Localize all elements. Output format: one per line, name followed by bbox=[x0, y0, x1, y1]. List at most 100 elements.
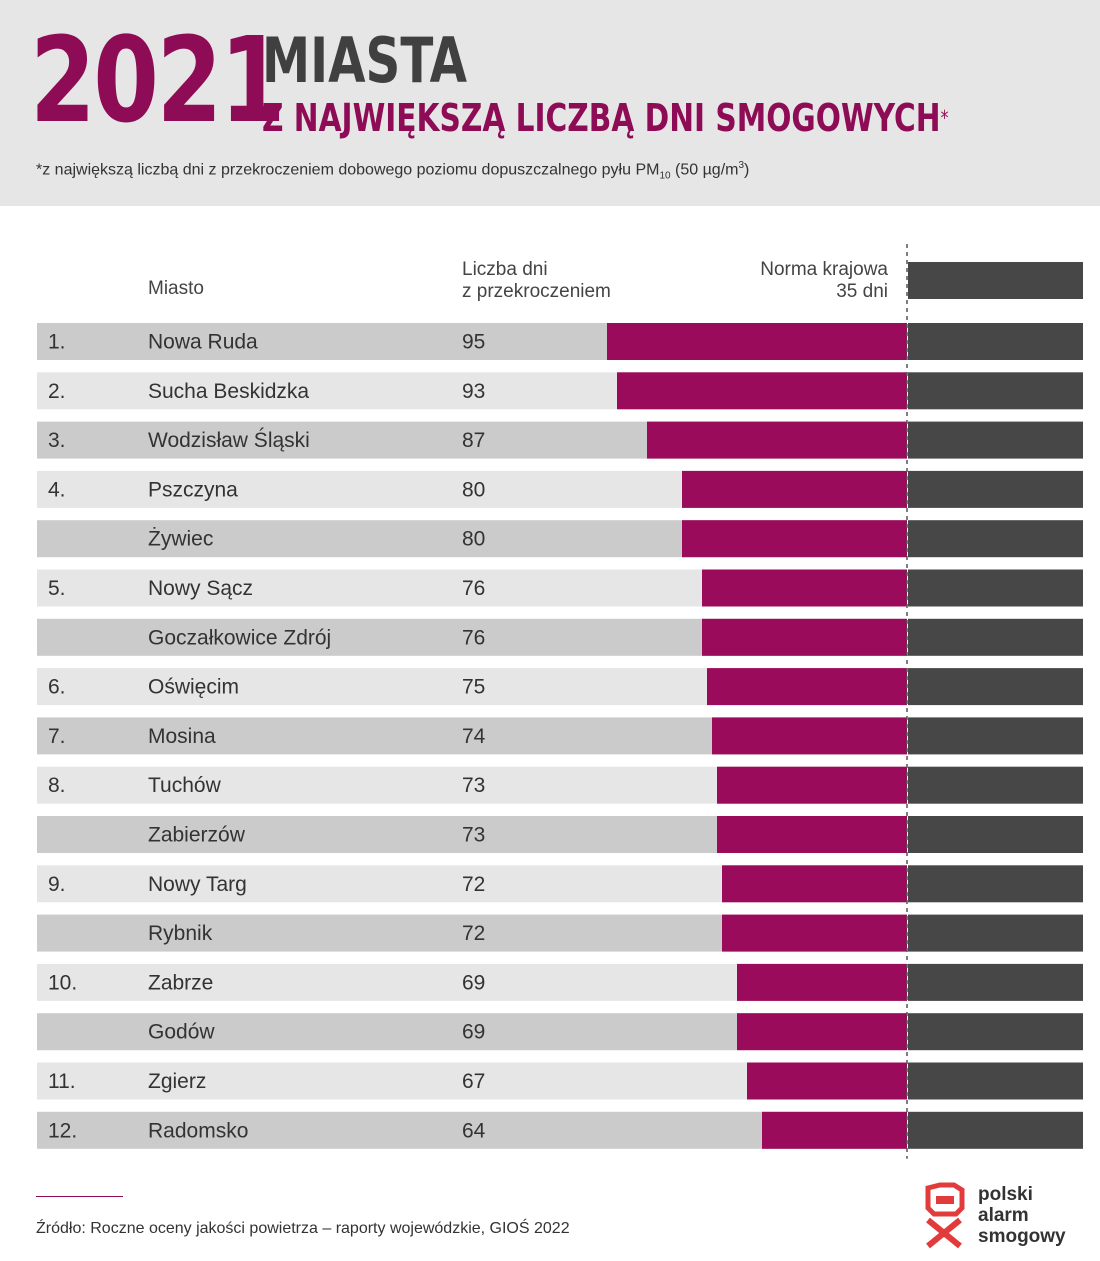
excess-bar bbox=[717, 816, 907, 853]
logo-line-2: alarm bbox=[978, 1205, 1029, 1226]
title-asterisk: * bbox=[940, 106, 949, 130]
column-header-days-line2: z przekroczeniem bbox=[462, 281, 611, 302]
value-label: 64 bbox=[462, 1119, 486, 1142]
value-label: 93 bbox=[462, 380, 485, 403]
value-label: 69 bbox=[462, 971, 485, 994]
value-label: 74 bbox=[462, 725, 486, 748]
logo-line-1: polski bbox=[978, 1184, 1033, 1205]
city-label: Pszczyna bbox=[148, 478, 238, 501]
rank-label: 10. bbox=[48, 971, 77, 994]
city-label: Nowa Ruda bbox=[148, 331, 258, 354]
norm-bar bbox=[908, 963, 1083, 1001]
title-line-1: MIASTA bbox=[262, 24, 468, 97]
logo-line-3: smogowy bbox=[978, 1226, 1066, 1247]
city-label: Godów bbox=[148, 1021, 215, 1044]
excess-bar bbox=[717, 766, 907, 804]
rank-label: 11. bbox=[48, 1070, 76, 1093]
norm-bar bbox=[908, 1111, 1083, 1149]
rank-label: 8. bbox=[48, 774, 66, 797]
rank-label: 7. bbox=[48, 725, 66, 748]
norm-bar bbox=[908, 618, 1083, 656]
rank-label: 2. bbox=[48, 380, 66, 403]
value-label: 69 bbox=[462, 1021, 485, 1044]
norm-bar bbox=[908, 520, 1083, 558]
value-label: 73 bbox=[462, 774, 485, 797]
city-label: Żywiec bbox=[148, 528, 213, 551]
rank-label: 3. bbox=[48, 429, 66, 452]
value-label: 80 bbox=[462, 478, 485, 501]
value-label: 73 bbox=[462, 824, 485, 847]
footnote-unit: (50 µg/m bbox=[670, 161, 739, 179]
excess-bar bbox=[702, 569, 907, 607]
excess-bar bbox=[617, 372, 907, 410]
city-label: Radomsko bbox=[148, 1119, 248, 1142]
norm-header-bar bbox=[908, 262, 1083, 299]
city-label: Zabierzów bbox=[148, 824, 246, 847]
column-header-norm-line1: Norma krajowa bbox=[760, 259, 888, 280]
norm-bar bbox=[908, 816, 1083, 853]
footer-divider bbox=[36, 1196, 123, 1197]
rank-label: 5. bbox=[48, 577, 66, 600]
column-header-days: Liczba dni z przekroczeniem bbox=[462, 259, 611, 303]
norm-bar bbox=[908, 766, 1083, 804]
column-header-days-line1: Liczba dni bbox=[462, 259, 548, 280]
value-label: 72 bbox=[462, 873, 485, 896]
norm-bar bbox=[908, 717, 1083, 755]
excess-bar bbox=[737, 963, 907, 1001]
city-label: Wodzisław Śląski bbox=[148, 428, 310, 452]
value-label: 76 bbox=[462, 626, 485, 649]
header-band bbox=[0, 0, 1100, 206]
excess-bar bbox=[762, 1111, 907, 1149]
column-header-city: Miasto bbox=[148, 278, 204, 299]
footnote-close: ) bbox=[744, 161, 750, 179]
city-label: Zgierz bbox=[148, 1070, 206, 1093]
rank-label: 9. bbox=[48, 873, 66, 896]
excess-bar bbox=[707, 668, 907, 706]
city-label: Zabrze bbox=[148, 971, 213, 994]
norm-bar bbox=[908, 421, 1083, 459]
norm-bar bbox=[908, 865, 1083, 903]
city-label: Rybnik bbox=[148, 922, 213, 945]
city-label: Nowy Sącz bbox=[148, 577, 253, 600]
rank-label: 1. bbox=[48, 331, 66, 354]
year-heading: 2021 bbox=[30, 11, 286, 149]
value-label: 75 bbox=[462, 676, 485, 699]
value-label: 72 bbox=[462, 922, 485, 945]
value-label: 95 bbox=[462, 331, 485, 354]
city-label: Tuchów bbox=[148, 774, 222, 797]
city-label: Nowy Targ bbox=[148, 873, 247, 896]
source-note: Źródło: Roczne oceny jakości powietrza –… bbox=[36, 1220, 570, 1237]
value-label: 80 bbox=[462, 528, 485, 551]
excess-bar bbox=[722, 914, 907, 952]
logo-icon bbox=[925, 1182, 965, 1249]
norm-bar bbox=[908, 569, 1083, 607]
excess-bar bbox=[647, 421, 907, 459]
norm-bar bbox=[908, 470, 1083, 508]
excess-bar bbox=[682, 470, 907, 508]
rank-label: 6. bbox=[48, 676, 66, 699]
value-label: 76 bbox=[462, 577, 485, 600]
norm-bar bbox=[908, 668, 1083, 706]
footnote-subscript: 10 bbox=[659, 170, 671, 182]
norm-bar bbox=[908, 1062, 1083, 1100]
city-label: Sucha Beskidzka bbox=[148, 380, 309, 403]
value-label: 67 bbox=[462, 1070, 485, 1093]
excess-bar bbox=[737, 1013, 907, 1051]
chart: 1. Nowa Ruda 95 2. Sucha Beskidzka 93 3. Wodzis… bbox=[37, 244, 1083, 1159]
title-line-2-text: Z NAJWIĘKSZĄ LICZBĄ DNI SMOGOWYCH bbox=[262, 96, 941, 140]
excess-bar bbox=[747, 1062, 907, 1100]
column-header-norm: Norma krajowa 35 dni bbox=[760, 259, 888, 303]
norm-bar bbox=[908, 1013, 1083, 1051]
rank-label: 4. bbox=[48, 478, 66, 501]
norm-bar bbox=[908, 372, 1083, 410]
excess-bar bbox=[682, 520, 907, 558]
excess-bar bbox=[607, 323, 907, 360]
norm-bar bbox=[908, 914, 1083, 952]
footnote: *z największą liczbą dni z przekroczenie… bbox=[36, 160, 749, 182]
value-label: 87 bbox=[462, 429, 485, 452]
excess-bar bbox=[722, 865, 907, 903]
footnote-text: *z największą liczbą dni z przekroczenie… bbox=[36, 161, 660, 179]
title-line-2: Z NAJWIĘKSZĄ LICZBĄ DNI SMOGOWYCH* bbox=[262, 96, 948, 140]
logo-text: polski alarm smogowy bbox=[978, 1184, 1066, 1247]
excess-bar bbox=[702, 618, 907, 656]
